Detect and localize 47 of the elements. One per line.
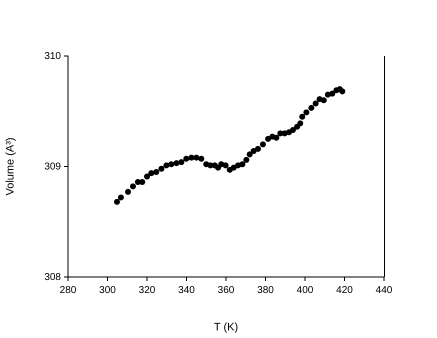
point bbox=[183, 156, 190, 162]
point bbox=[173, 160, 180, 166]
point bbox=[297, 120, 304, 126]
point bbox=[144, 173, 150, 180]
point bbox=[168, 161, 174, 168]
y-tick-label: 310 bbox=[44, 50, 62, 62]
point bbox=[163, 162, 170, 168]
point bbox=[265, 136, 272, 142]
y-axis-title: Volume (A³) bbox=[4, 137, 17, 196]
x-tick-label: 340 bbox=[178, 284, 196, 296]
point bbox=[125, 188, 132, 195]
point bbox=[243, 156, 250, 163]
point bbox=[254, 146, 261, 152]
x-axis-title: T (K) bbox=[214, 321, 238, 334]
point bbox=[153, 169, 160, 176]
point bbox=[130, 183, 136, 190]
x-tick-label: 280 bbox=[60, 284, 77, 296]
point bbox=[114, 198, 120, 205]
point bbox=[320, 97, 327, 104]
x-tick-label: 420 bbox=[336, 284, 354, 296]
x-tick-label: 440 bbox=[376, 284, 393, 296]
y-tick-label: 308 bbox=[44, 272, 62, 283]
point bbox=[222, 162, 229, 168]
point bbox=[329, 90, 336, 97]
y-tick-label: 309 bbox=[44, 161, 62, 172]
x-tick-label: 320 bbox=[138, 284, 156, 296]
point bbox=[178, 159, 184, 166]
point bbox=[290, 127, 296, 134]
point bbox=[303, 109, 310, 116]
x-tick-label: 400 bbox=[296, 284, 314, 296]
point bbox=[273, 134, 280, 141]
x-tick-label: 300 bbox=[99, 284, 116, 296]
point bbox=[118, 194, 124, 200]
x-tick-label: 380 bbox=[257, 284, 274, 296]
point bbox=[312, 100, 319, 107]
point bbox=[188, 154, 194, 161]
point bbox=[339, 88, 346, 94]
point bbox=[198, 156, 204, 162]
point bbox=[239, 161, 246, 168]
point bbox=[148, 170, 154, 176]
point bbox=[158, 166, 164, 172]
point bbox=[299, 114, 306, 120]
point bbox=[308, 104, 314, 111]
point bbox=[193, 154, 200, 161]
x-tick-label: 360 bbox=[218, 284, 235, 296]
point bbox=[246, 151, 253, 158]
point bbox=[260, 141, 266, 148]
